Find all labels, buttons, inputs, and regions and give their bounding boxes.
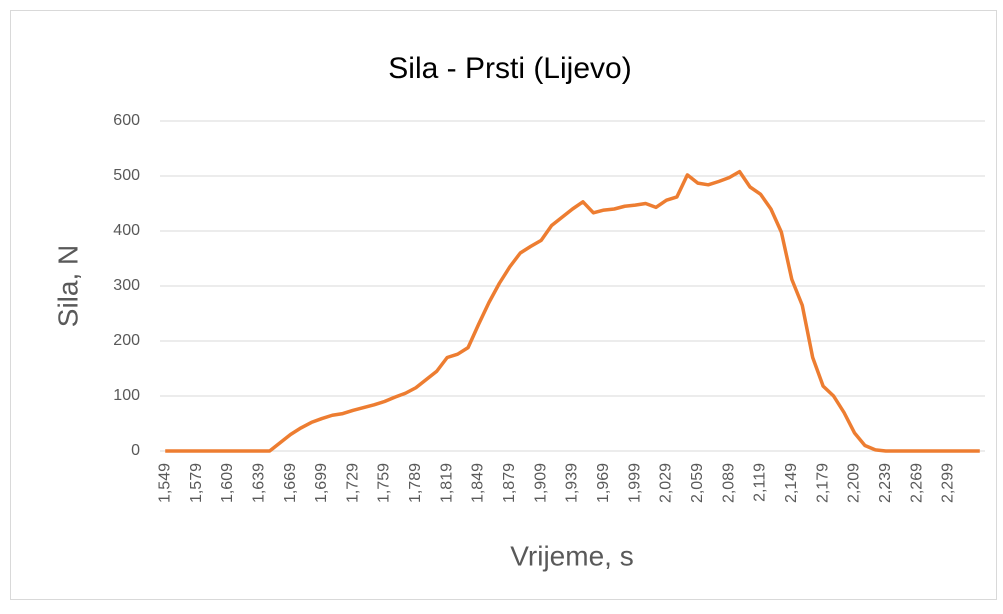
x-tick-label: 1,849 — [470, 463, 487, 503]
x-tick-label: 1,699 — [313, 463, 330, 503]
x-tick-label: 2,089 — [720, 463, 737, 503]
x-tick-label: 1,999 — [626, 463, 643, 503]
x-tick-label: 1,759 — [376, 463, 393, 503]
chart-border — [10, 10, 997, 600]
x-tick-label: 1,579 — [188, 463, 205, 503]
y-tick-label: 300 — [113, 277, 140, 294]
x-tick-label: 1,939 — [564, 463, 581, 503]
x-tick-label: 2,149 — [783, 463, 800, 503]
x-tick-label: 2,239 — [877, 463, 894, 503]
y-tick-label: 400 — [113, 222, 140, 239]
y-tick-label: 0 — [131, 442, 140, 459]
x-tick-label: 2,299 — [940, 463, 957, 503]
x-tick-label: 1,609 — [219, 463, 236, 503]
chart-title: Sila - Prsti (Lijevo) — [388, 52, 631, 85]
x-tick-label: 1,669 — [282, 463, 299, 503]
x-tick-label: 2,179 — [814, 463, 831, 503]
y-tick-label: 200 — [113, 332, 140, 349]
x-tick-label: 2,269 — [908, 463, 925, 503]
x-tick-label: 2,029 — [658, 463, 675, 503]
y-tick-label: 500 — [113, 167, 140, 184]
x-tick-label: 1,969 — [595, 463, 612, 503]
x-tick-label: 1,789 — [407, 463, 424, 503]
data-line — [165, 169, 980, 453]
x-tick-label: 1,729 — [344, 463, 361, 503]
x-tick-label: 1,549 — [156, 463, 173, 503]
y-tick-label: 100 — [113, 387, 140, 404]
y-tick-label: 600 — [113, 112, 140, 129]
x-tick-label: 1,879 — [501, 463, 518, 503]
x-tick-label: 2,119 — [752, 463, 769, 502]
x-tick-label: 2,059 — [689, 463, 706, 503]
x-tick-label: 2,209 — [846, 463, 863, 503]
x-tick-label: 1,639 — [250, 463, 267, 503]
x-axis-label: Vrijeme, s — [510, 540, 633, 571]
y-axis-label: Sila, N — [52, 245, 83, 327]
x-tick-label: 1,909 — [532, 463, 549, 503]
x-tick-label: 1,819 — [438, 463, 455, 503]
